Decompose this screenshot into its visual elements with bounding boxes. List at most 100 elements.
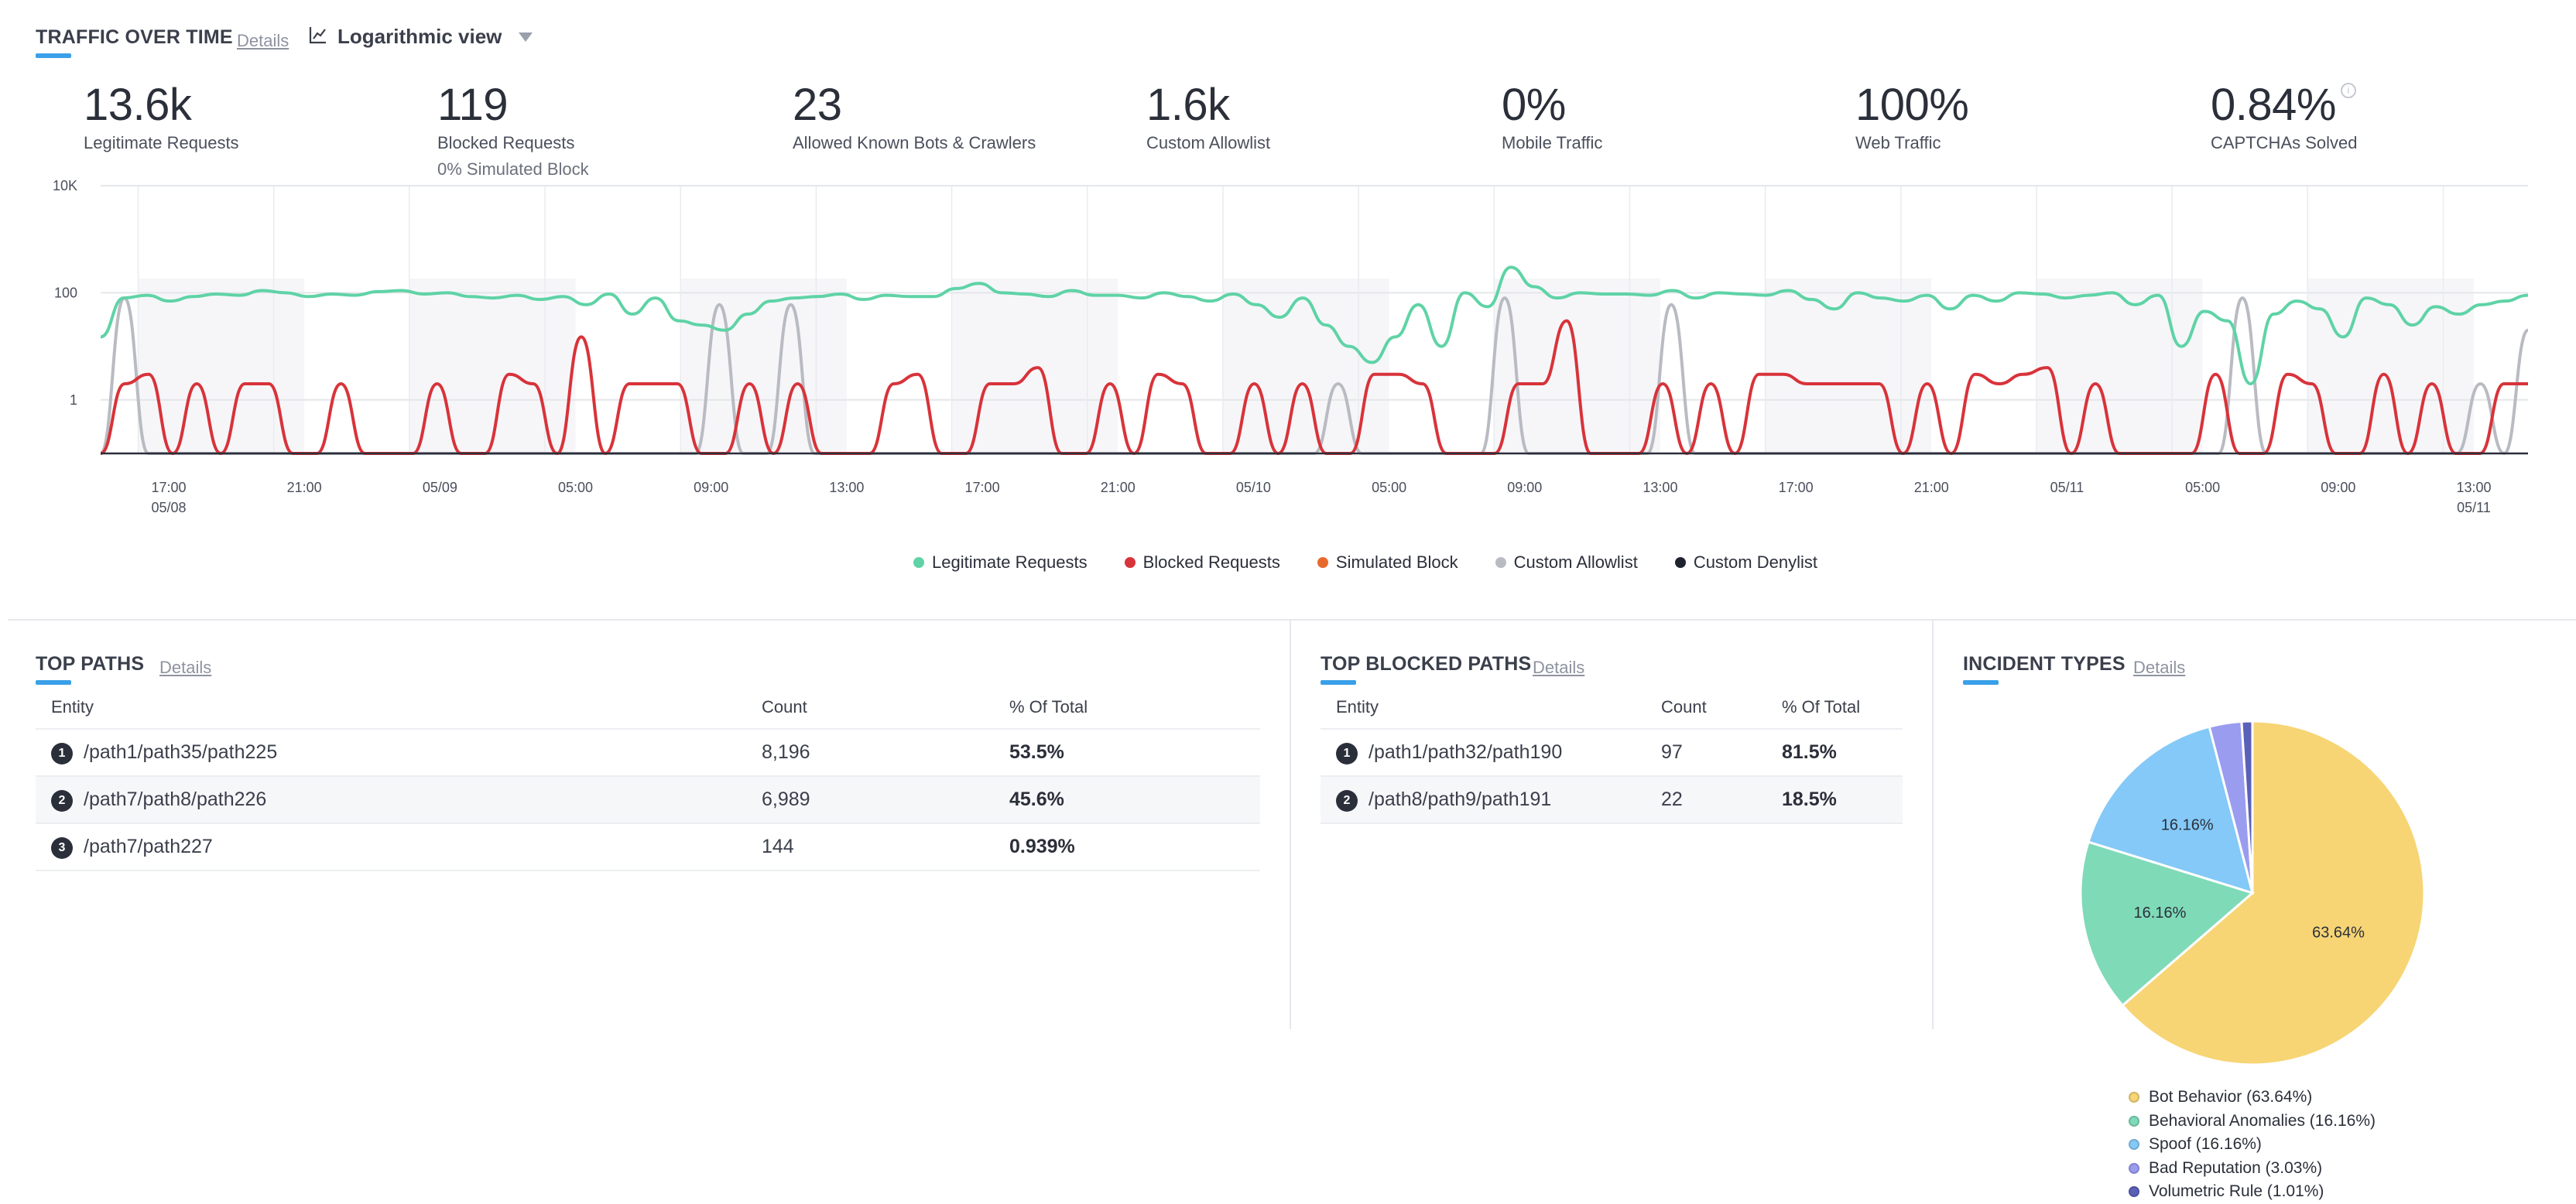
info-icon[interactable]: i: [2340, 83, 2356, 98]
column-header-pct[interactable]: % Of Total: [994, 686, 1260, 730]
legend-dot: [1674, 557, 1686, 568]
x-tick-label: 05/11: [2050, 480, 2084, 495]
pie-slice-label: 16.16%: [2134, 905, 2187, 922]
count-cell: 97: [1646, 729, 1766, 777]
incident-types-details-link[interactable]: Details: [2133, 658, 2186, 677]
stat-value: 1.6k: [1146, 80, 1230, 130]
incident-types-title: INCIDENT TYPES: [1963, 653, 2126, 685]
legend-label: Custom Denylist: [1693, 552, 1817, 572]
table-row[interactable]: 1/path1/path32/path190 97 81.5%: [1321, 729, 1903, 777]
count-cell: 144: [746, 823, 994, 871]
count-cell: 8,196: [746, 729, 994, 777]
view-mode-dropdown[interactable]: Logarithmic view: [308, 25, 533, 49]
y-tick-label: 100: [54, 285, 77, 300]
x-tick-label: 21:00: [1914, 480, 1949, 495]
entity-path: /path1/path32/path190: [1368, 741, 1563, 763]
legend-dot: [2129, 1115, 2139, 1127]
stat-value: 119: [437, 80, 508, 130]
top-blocked-paths-title: TOP BLOCKED PATHS: [1321, 653, 1532, 685]
top-paths-table: Entity Count % Of Total 1/path1/path35/p…: [36, 686, 1260, 871]
entity-path: /path7/path227: [84, 835, 213, 857]
legend-dot: [2129, 1092, 2139, 1103]
traffic-details-link[interactable]: Details: [237, 31, 289, 50]
legend-item[interactable]: Blocked Requests: [1124, 552, 1280, 573]
stat-1: 119 Blocked Requests 0% Simulated Block: [437, 77, 589, 180]
legend-dot: [2129, 1162, 2139, 1174]
column-header-count[interactable]: Count: [746, 686, 994, 730]
x-tick-label: 13:00: [829, 480, 864, 495]
column-header-count[interactable]: Count: [1646, 686, 1766, 730]
x-tick-label: 05/10: [1236, 480, 1271, 495]
pie-slice-behavioral-anomalies[interactable]: [2079, 840, 2256, 1007]
line-chart-icon: [308, 25, 328, 49]
pie-slice-label: 63.64%: [2312, 925, 2365, 942]
column-divider-1: [1290, 619, 1291, 1029]
table-row[interactable]: 2/path8/path9/path191 22 18.5%: [1321, 776, 1903, 824]
x-tick-label: 17:00: [151, 480, 186, 495]
legend-dot: [1317, 557, 1328, 568]
entity-path: /path8/path9/path191: [1368, 788, 1552, 810]
stat-value: 23: [793, 80, 842, 130]
stat-label: Web Traffic: [1855, 133, 1941, 152]
view-mode-label: Logarithmic view: [337, 25, 502, 48]
table-row[interactable]: 3/path7/path227 144 0.939%: [36, 823, 1260, 871]
entity-cell: 1/path1/path32/path190: [1321, 729, 1646, 777]
stat-2: 23 Allowed Known Bots & Crawlers: [793, 77, 1036, 159]
stat-value: 0%: [1502, 80, 1566, 130]
legend-dot: [2129, 1186, 2139, 1198]
legend-dot: [1124, 557, 1136, 568]
entity-cell: 1/path1/path35/path225: [36, 729, 746, 777]
stat-label: Blocked Requests: [437, 133, 575, 152]
legend-label: Volumetric Rule (1.01%): [2149, 1182, 2324, 1201]
top-blocked-paths-details-link[interactable]: Details: [1533, 658, 1585, 677]
top-paths-details-link[interactable]: Details: [159, 658, 212, 677]
x-tick-label: 05:00: [1372, 480, 1406, 495]
chart-band: [409, 279, 576, 453]
legend-label: Bot Behavior (63.64%): [2149, 1088, 2313, 1107]
x-tick-label: 05:00: [2185, 480, 2220, 495]
chart-band: [1222, 279, 1389, 453]
pie-legend-item[interactable]: Bot Behavior (63.64%): [2129, 1086, 2376, 1110]
stat-sub: 0% Simulated Block: [437, 159, 589, 179]
top-paths-title: TOP PATHS: [36, 653, 145, 685]
column-header-entity[interactable]: Entity: [1321, 686, 1646, 730]
stat-label: Legitimate Requests: [84, 133, 239, 152]
pie-legend-item[interactable]: Volumetric Rule (1.01%): [2129, 1180, 2376, 1204]
stat-4: 0% Mobile Traffic: [1502, 77, 1602, 159]
legend-label: Spoof (16.16%): [2149, 1135, 2262, 1154]
column-header-pct[interactable]: % Of Total: [1766, 686, 1903, 730]
stat-3: 1.6k Custom Allowlist: [1146, 77, 1270, 159]
chart-band: [138, 279, 305, 453]
legend-item[interactable]: Legitimate Requests: [913, 552, 1088, 573]
pie-legend-item[interactable]: Bad Reputation (3.03%): [2129, 1157, 2376, 1181]
stat-value: 100%: [1855, 80, 1969, 130]
x-tick-label: 09:00: [2321, 480, 2355, 495]
stat-value: 0.84%: [2211, 80, 2336, 130]
column-header-entity[interactable]: Entity: [36, 686, 746, 730]
chart-band: [1765, 279, 1932, 453]
series-line-legitimate-requests: [100, 265, 2529, 385]
pie-slice-spoof[interactable]: [2087, 725, 2255, 895]
x-tick-label: 13:00: [2456, 480, 2491, 495]
series-line-blocked-requests: [100, 319, 2528, 455]
pie-legend-item[interactable]: Spoof (16.16%): [2129, 1133, 2376, 1157]
legend-item[interactable]: Simulated Block: [1317, 552, 1458, 573]
table-row[interactable]: 1/path1/path35/path225 8,196 53.5%: [36, 729, 1260, 777]
legend-label: Bad Reputation (3.03%): [2149, 1158, 2323, 1177]
pie-slice-bot-behavior[interactable]: [2121, 720, 2426, 1066]
legend-dot: [2129, 1139, 2139, 1151]
entity-cell: 3/path7/path227: [36, 823, 746, 871]
legend-item[interactable]: Custom Denylist: [1674, 552, 1817, 573]
chart-band: [2036, 279, 2203, 453]
pct-cell: 81.5%: [1766, 729, 1903, 777]
pie-slice-volumetric-rule[interactable]: [2240, 720, 2254, 894]
traffic-legend: Legitimate Requests Blocked Requests Simul…: [0, 552, 2576, 573]
x-tick-label: 21:00: [287, 480, 322, 495]
pct-cell: 0.939%: [994, 823, 1260, 871]
x-tick-label: 09:00: [1507, 480, 1542, 495]
table-row[interactable]: 2/path7/path8/path226 6,989 45.6%: [36, 776, 1260, 824]
pie-legend-item[interactable]: Behavioral Anomalies (16.16%): [2129, 1110, 2376, 1134]
legend-item[interactable]: Custom Allowlist: [1495, 552, 1638, 573]
count-cell: 6,989: [746, 776, 994, 824]
y-tick-label: 1: [70, 392, 77, 408]
